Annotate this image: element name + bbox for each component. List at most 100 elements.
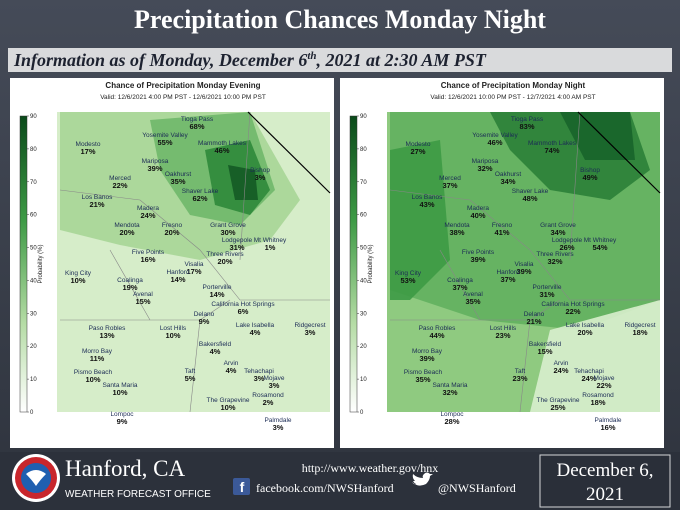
- place-value: 41%: [494, 228, 509, 237]
- place-name: Mariposa: [142, 158, 169, 165]
- facebook-link[interactable]: facebook.com/NWSHanford: [256, 481, 394, 495]
- date-box: [539, 454, 671, 508]
- twitter-icon: [412, 472, 433, 486]
- place-name: California Hot Springs: [211, 301, 275, 308]
- place-value: 35%: [170, 177, 185, 186]
- map-title: Chance of Precipitation Monday Evening: [105, 81, 260, 90]
- place-name: Coalinga: [117, 277, 143, 284]
- place-value: 39%: [516, 267, 531, 276]
- place-name: Three Rivers: [536, 251, 574, 258]
- subtitle-text: Information as of Monday, December 6: [13, 50, 307, 70]
- place-name: Ridgecrest: [624, 322, 655, 329]
- place-value: 10%: [220, 403, 235, 412]
- colorbar-label: 70: [30, 180, 37, 186]
- place-name: Yosemite Valley: [142, 132, 188, 139]
- place-value: 74%: [544, 146, 559, 155]
- url[interactable]: http://www.weather.gov/hnx: [302, 461, 439, 475]
- place-value: 24%: [553, 366, 568, 375]
- place-value: 28%: [444, 417, 459, 426]
- place-name: Paso Robles: [419, 325, 457, 332]
- colorbar-label: 70: [360, 180, 367, 186]
- place-value: 15%: [537, 347, 552, 356]
- place-value: 39%: [470, 255, 485, 264]
- place-name: Porterville: [203, 284, 232, 291]
- precip-area: [530, 300, 660, 412]
- place-value: 43%: [419, 200, 434, 209]
- place-value: 18%: [632, 328, 647, 337]
- place-value: 20%: [119, 228, 134, 237]
- place-name: Madera: [467, 205, 489, 212]
- place-name: Los Banos: [412, 194, 443, 201]
- colorbar-label: 90: [360, 114, 367, 120]
- place-value: 53%: [400, 276, 415, 285]
- place-name: Bishop: [250, 167, 270, 174]
- place-value: 3%: [254, 374, 265, 383]
- twitter-link[interactable]: @NWSHanford: [438, 481, 516, 495]
- place-name: Lodgepole: [222, 237, 253, 244]
- place-name: Tehachapi: [574, 368, 604, 375]
- place-name: Visalia: [184, 261, 203, 268]
- title: Precipitation Chances Monday Night: [134, 5, 546, 34]
- place-value: 48%: [522, 194, 537, 203]
- place-value: 16%: [600, 423, 615, 432]
- place-value: 55%: [157, 138, 172, 147]
- place-value: 14%: [209, 290, 224, 299]
- state-border: [247, 111, 331, 194]
- place-name: Hanford: [496, 269, 520, 276]
- place-name: Mendota: [114, 222, 140, 229]
- place-value: 39%: [147, 164, 162, 173]
- place-value: 9%: [199, 317, 210, 326]
- place-name: Avenal: [463, 291, 483, 298]
- place-name: Porterville: [533, 284, 562, 291]
- place-value: 10%: [112, 388, 127, 397]
- place-name: Merced: [439, 175, 461, 182]
- place-name: Los Banos: [82, 194, 113, 201]
- place-name: Merced: [109, 175, 131, 182]
- place-name: Santa Maria: [432, 382, 467, 389]
- colorbar-label: 80: [360, 147, 367, 153]
- place-name: Pismo Beach: [74, 369, 113, 376]
- place-name: Pismo Beach: [404, 369, 443, 376]
- place-value: 20%: [217, 257, 232, 266]
- place-value: 27%: [410, 147, 425, 156]
- place-value: 6%: [238, 307, 249, 316]
- colorbar-label: 30: [30, 311, 37, 317]
- place-value: 62%: [192, 194, 207, 203]
- place-value: 4%: [226, 366, 237, 375]
- place-name: Lompoc: [110, 411, 134, 418]
- place-name: Lost Hills: [160, 325, 187, 332]
- place-name: Tioga Pass: [511, 116, 544, 123]
- place-name: King City: [65, 270, 92, 277]
- place-name: Mt Whitney: [254, 237, 287, 244]
- place-value: 3%: [255, 173, 266, 182]
- place-name: Mammoth Lakes: [528, 140, 577, 147]
- place-value: 17%: [80, 147, 95, 156]
- place-name: Palmdale: [594, 417, 621, 424]
- place-name: Three Rivers: [206, 251, 244, 258]
- place-name: Modesto: [406, 141, 431, 148]
- place-name: King City: [395, 270, 422, 277]
- place-value: 10%: [85, 375, 100, 384]
- place-name: Oakhurst: [165, 171, 192, 178]
- place-name: Grant Grove: [540, 222, 576, 229]
- place-value: 23%: [495, 331, 510, 340]
- place-name: Coalinga: [447, 277, 473, 284]
- place-value: 9%: [117, 417, 128, 426]
- map-valid: Valid: 12/6/2021 10:00 PM PST - 12/7/202…: [430, 94, 595, 101]
- place-value: 46%: [214, 146, 229, 155]
- place-value: 26%: [559, 243, 574, 252]
- state-border: [577, 111, 661, 194]
- place-value: 22%: [112, 181, 127, 190]
- colorbar-label: 60: [30, 213, 37, 219]
- place-name: Madera: [137, 205, 159, 212]
- place-value: 13%: [99, 331, 114, 340]
- place-value: 10%: [165, 331, 180, 340]
- place-name: Lake Isabella: [236, 322, 275, 329]
- place-name: Tehachapi: [244, 368, 274, 375]
- place-name: Mendota: [444, 222, 470, 229]
- place-name: Santa Maria: [102, 382, 137, 389]
- place-value: 10%: [70, 276, 85, 285]
- place-value: 25%: [550, 403, 565, 412]
- place-value: 21%: [526, 317, 541, 326]
- place-name: Mt Whitney: [584, 237, 617, 244]
